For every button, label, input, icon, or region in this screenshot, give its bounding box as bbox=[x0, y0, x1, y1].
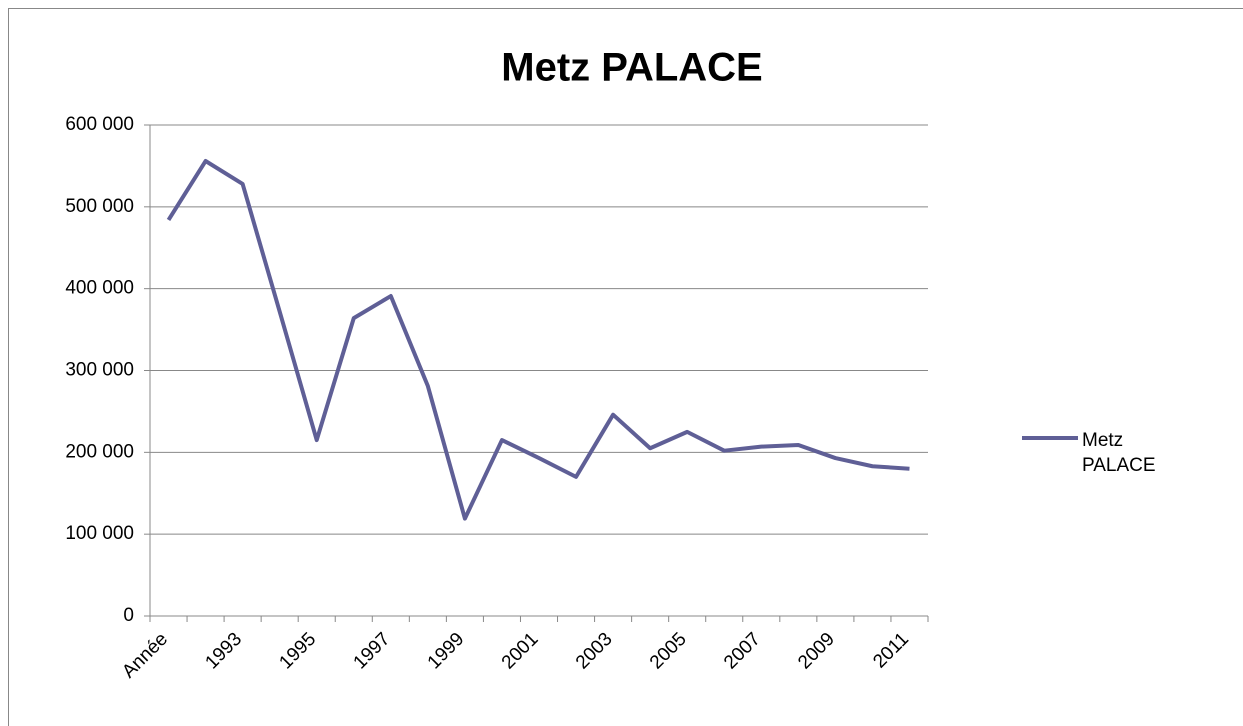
y-tick-label: 600 000 bbox=[65, 114, 134, 135]
y-tick-label: 0 bbox=[123, 605, 134, 626]
x-tick-label: 1993 bbox=[201, 629, 246, 674]
y-tick-label: 200 000 bbox=[65, 441, 134, 462]
y-tick-label: 400 000 bbox=[65, 278, 134, 299]
x-tick-label: 1999 bbox=[424, 629, 469, 674]
x-tick-label: 2001 bbox=[498, 629, 543, 674]
chart-title: Metz PALACE bbox=[501, 46, 762, 90]
y-tick-label: 300 000 bbox=[65, 360, 134, 381]
series-line bbox=[166, 159, 910, 521]
x-tick-label: 2003 bbox=[572, 629, 617, 674]
x-tick-label: 1997 bbox=[350, 629, 395, 674]
x-tick-label: 2007 bbox=[720, 629, 765, 674]
chart-border bbox=[8, 8, 1243, 726]
x-tick-label: 1995 bbox=[276, 629, 321, 674]
x-tick-label: 2011 bbox=[869, 629, 913, 673]
x-tick-label: Année bbox=[118, 629, 172, 683]
y-tick-label: 100 000 bbox=[65, 523, 134, 544]
x-tick-label: 2009 bbox=[794, 629, 839, 674]
y-tick-label: 500 000 bbox=[65, 196, 134, 217]
legend-label: Metz PALACE bbox=[1082, 430, 1156, 476]
x-tick-label: 2005 bbox=[646, 629, 691, 674]
